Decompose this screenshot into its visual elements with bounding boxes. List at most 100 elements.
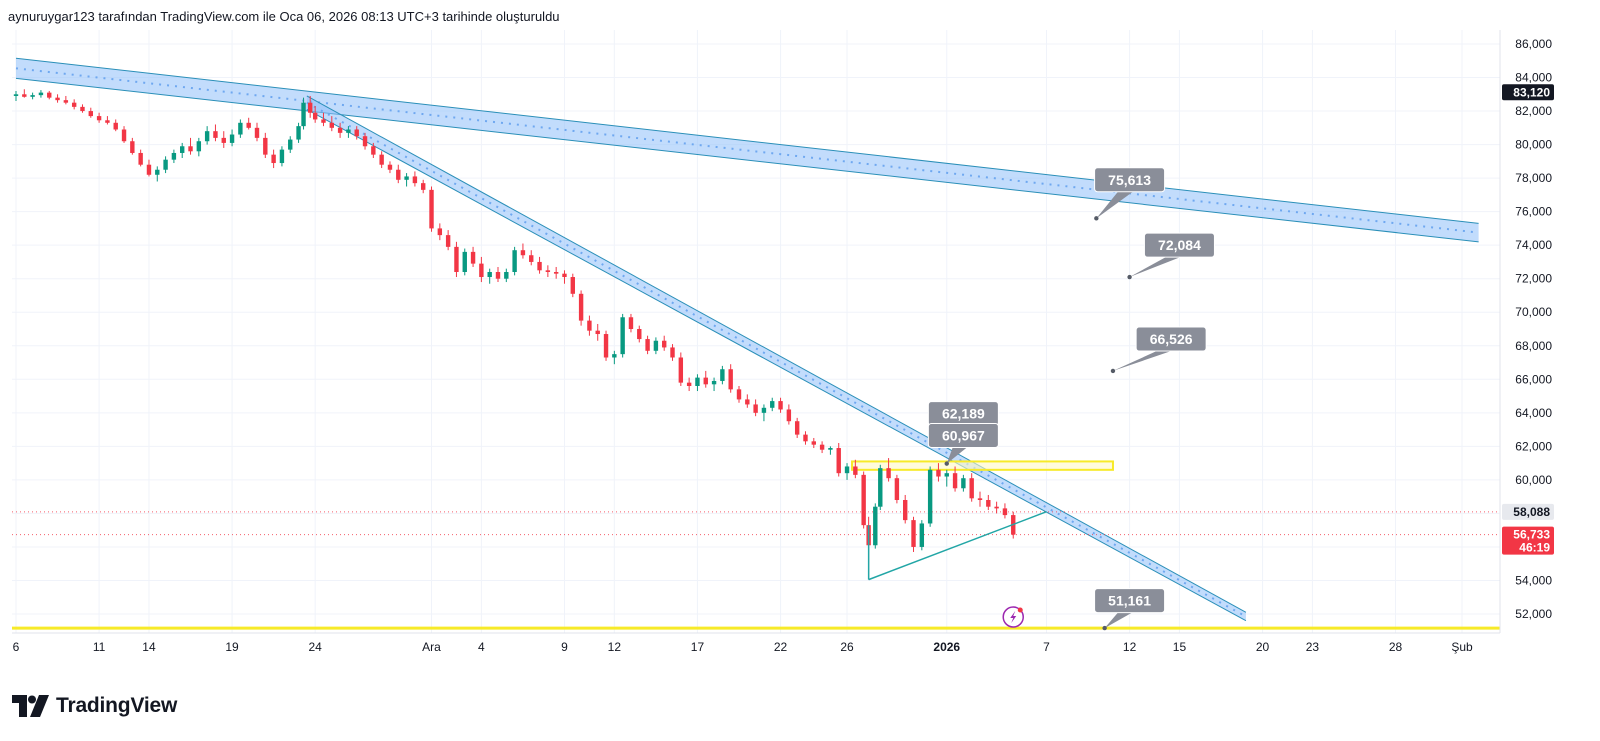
candle-body[interactable] bbox=[703, 377, 708, 385]
candle-body[interactable] bbox=[711, 380, 717, 385]
candle-body[interactable] bbox=[620, 317, 625, 355]
candle-body[interactable] bbox=[38, 92, 44, 96]
long-band-top-edge[interactable] bbox=[15, 57, 1479, 224]
candle-body[interactable] bbox=[105, 120, 110, 123]
candle-body[interactable] bbox=[146, 164, 152, 175]
candle-body[interactable] bbox=[379, 154, 384, 165]
callout-box[interactable] bbox=[1094, 588, 1166, 614]
candle-body[interactable] bbox=[321, 119, 326, 123]
long-band-bottom-edge[interactable] bbox=[15, 77, 1479, 243]
candle-body[interactable] bbox=[911, 520, 916, 547]
candle-body[interactable] bbox=[301, 102, 306, 127]
candle-body[interactable] bbox=[470, 251, 476, 264]
candle-body[interactable] bbox=[130, 141, 135, 153]
candle-body[interactable] bbox=[288, 139, 293, 150]
candle-body[interactable] bbox=[903, 500, 908, 521]
candle-body[interactable] bbox=[155, 169, 160, 175]
candle-body[interactable] bbox=[188, 146, 193, 152]
candle-body[interactable] bbox=[977, 498, 983, 500]
candle-body[interactable] bbox=[307, 102, 313, 113]
candle-body[interactable] bbox=[387, 164, 393, 170]
candle-body[interactable] bbox=[745, 399, 750, 405]
candle-body[interactable] bbox=[1002, 508, 1008, 516]
candle-body[interactable] bbox=[628, 317, 634, 329]
candle-body[interactable] bbox=[736, 389, 742, 400]
candle-body[interactable] bbox=[537, 261, 542, 271]
candle-body[interactable] bbox=[637, 329, 642, 340]
candle-body[interactable] bbox=[919, 523, 925, 547]
candle-body[interactable] bbox=[63, 100, 69, 103]
candle-body[interactable] bbox=[13, 94, 19, 96]
candle-body[interactable] bbox=[121, 129, 127, 142]
candle-body[interactable] bbox=[279, 149, 285, 164]
candle-body[interactable] bbox=[844, 466, 850, 474]
candle-body[interactable] bbox=[873, 506, 878, 546]
steep-band-top-edge[interactable] bbox=[306, 95, 1247, 613]
candle-body[interactable] bbox=[30, 95, 35, 97]
candle-body[interactable] bbox=[944, 473, 949, 477]
candle-body[interactable] bbox=[986, 500, 991, 507]
candle-body[interactable] bbox=[429, 189, 434, 229]
candle-body[interactable] bbox=[720, 369, 725, 381]
candle-body[interactable] bbox=[587, 320, 592, 331]
candle-body[interactable] bbox=[396, 169, 401, 180]
candle-body[interactable] bbox=[80, 106, 85, 112]
candle-body[interactable] bbox=[55, 97, 60, 101]
candle-body[interactable] bbox=[271, 154, 276, 164]
callout-72084[interactable]: 72,084 bbox=[1127, 232, 1215, 280]
candle-body[interactable] bbox=[770, 401, 775, 408]
candle-body[interactable] bbox=[229, 134, 235, 143]
candle-body[interactable] bbox=[495, 272, 501, 279]
candle-body[interactable] bbox=[412, 176, 418, 184]
candle-body[interactable] bbox=[836, 448, 841, 474]
candle-body[interactable] bbox=[894, 478, 900, 500]
callout-box[interactable] bbox=[1094, 167, 1166, 193]
candle-body[interactable] bbox=[761, 407, 767, 413]
candle-body[interactable] bbox=[578, 293, 584, 321]
candle-body[interactable] bbox=[329, 122, 334, 128]
candle-body[interactable] bbox=[670, 347, 675, 358]
candle-body[interactable] bbox=[296, 126, 301, 140]
candle-body[interactable] bbox=[728, 369, 733, 390]
candle-body[interactable] bbox=[803, 434, 808, 442]
resistance-zone[interactable] bbox=[851, 460, 1114, 471]
candle-body[interactable] bbox=[794, 421, 800, 435]
candle-body[interactable] bbox=[171, 152, 177, 160]
steep-band-fill[interactable] bbox=[306, 95, 1246, 621]
candle-body[interactable] bbox=[246, 122, 251, 128]
candle-body[interactable] bbox=[88, 111, 93, 117]
candle-body[interactable] bbox=[786, 409, 792, 422]
candle-body[interactable] bbox=[337, 127, 343, 133]
candle-body[interactable] bbox=[853, 466, 858, 475]
long-band-fill[interactable] bbox=[16, 58, 1479, 242]
candle-body[interactable] bbox=[454, 246, 459, 272]
candle-body[interactable] bbox=[180, 146, 185, 153]
candle-body[interactable] bbox=[213, 131, 218, 138]
candle-body[interactable] bbox=[811, 441, 816, 445]
candle-body[interactable] bbox=[927, 469, 933, 524]
candle-body[interactable] bbox=[553, 272, 559, 274]
candle-body[interactable] bbox=[686, 382, 692, 386]
candle-body[interactable] bbox=[204, 131, 210, 142]
candle-body[interactable] bbox=[520, 250, 526, 256]
candle-body[interactable] bbox=[678, 357, 684, 383]
candle-body[interactable] bbox=[47, 92, 52, 98]
candle-body[interactable] bbox=[238, 122, 243, 135]
candle-body[interactable] bbox=[312, 112, 318, 120]
candle-body[interactable] bbox=[886, 468, 891, 479]
candle-body[interactable] bbox=[462, 251, 467, 272]
candle-body[interactable] bbox=[819, 444, 825, 450]
candle-body[interactable] bbox=[662, 340, 667, 348]
candle-body[interactable] bbox=[479, 263, 484, 278]
candle-body[interactable] bbox=[504, 272, 509, 279]
candle-body[interactable] bbox=[878, 468, 883, 507]
candle-body[interactable] bbox=[861, 474, 866, 526]
candle-body[interactable] bbox=[445, 235, 451, 247]
callout-box[interactable] bbox=[1143, 232, 1215, 258]
candle-body[interactable] bbox=[22, 94, 27, 97]
candle-body[interactable] bbox=[254, 127, 260, 138]
candle-body[interactable] bbox=[753, 404, 758, 413]
candle-body[interactable] bbox=[994, 506, 999, 509]
candle-body[interactable] bbox=[653, 340, 659, 351]
